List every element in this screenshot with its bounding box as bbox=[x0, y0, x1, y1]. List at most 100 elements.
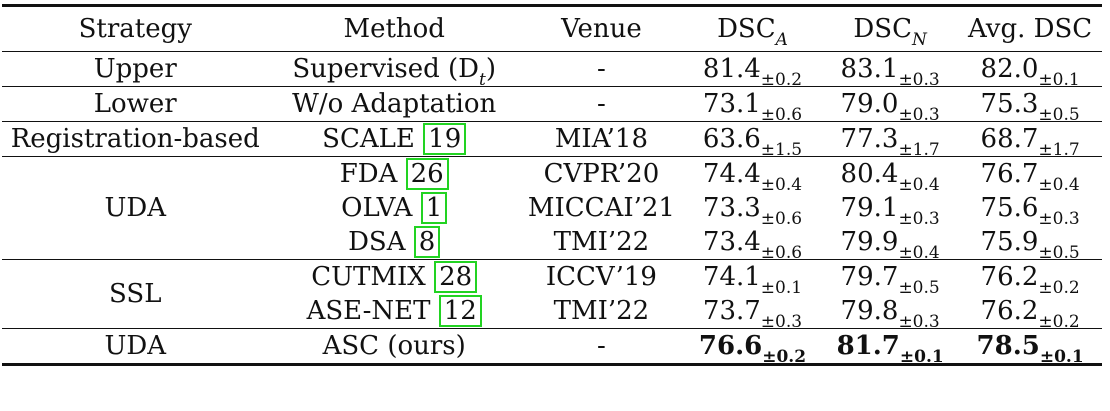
method-name: ASE-NET bbox=[306, 296, 439, 326]
method-sub: t bbox=[479, 70, 486, 90]
std: ±0.2 bbox=[762, 347, 807, 367]
std: ±0.5 bbox=[1038, 105, 1080, 125]
table-row: Upper Supervised (Dt) - 81.4±0.2 83.1±0.… bbox=[2, 51, 1102, 90]
avg-dsc-cell: 68.7±1.7 bbox=[958, 121, 1102, 160]
header-dsc-a-sub: A bbox=[775, 30, 788, 50]
venue-cell: TMI’22 bbox=[553, 227, 650, 257]
std: ±0.1 bbox=[760, 278, 803, 298]
value: 73.1 bbox=[702, 89, 761, 119]
std: ±0.4 bbox=[898, 175, 940, 195]
std: ±0.5 bbox=[1038, 243, 1080, 263]
venue-cell: - bbox=[519, 328, 683, 366]
std: ±0.3 bbox=[898, 105, 940, 125]
method-cell: SCALE 19 bbox=[268, 121, 520, 157]
citation-link[interactable]: 28 bbox=[434, 261, 478, 293]
std: ±1.5 bbox=[760, 140, 803, 160]
std: ±0.4 bbox=[898, 243, 940, 263]
std: ±0.6 bbox=[760, 105, 803, 125]
std: ±0.2 bbox=[1038, 278, 1080, 298]
strategy-cell: UDA bbox=[2, 156, 269, 260]
std: ±0.3 bbox=[1038, 209, 1080, 229]
table-row: UDA FDA 26 CVPR’20 74.4±0.4 80.4±0.4 76.… bbox=[2, 156, 1102, 260]
value: 76.2 bbox=[980, 296, 1039, 326]
venue-cell: ICCV’19 bbox=[519, 259, 683, 294]
dsc-a-cell: 73.7±0.3 bbox=[683, 294, 822, 332]
value: 78.5 bbox=[976, 331, 1040, 361]
table-row: Lower W/o Adaptation - 73.1±0.6 79.0±0.3… bbox=[2, 86, 1102, 125]
dsc-a-cell: 76.6±0.2 bbox=[682, 328, 823, 367]
table-row: DSA 8 TMI’22 73.4±0.6 79.9±0.4 75.9±0.5 bbox=[2, 225, 1102, 263]
std: ±0.1 bbox=[1039, 347, 1084, 367]
table-row: Registration-based SCALE 19 MIA’18 63.6±… bbox=[2, 121, 1102, 160]
std: ±1.7 bbox=[1038, 140, 1080, 160]
citation-link[interactable]: 1 bbox=[420, 192, 448, 224]
venue-cell: - bbox=[519, 86, 683, 122]
value: 76.7 bbox=[980, 159, 1039, 189]
dsc-n-cell: 83.1±0.3 bbox=[822, 51, 959, 90]
dsc-a-cell: 73.3±0.6 bbox=[683, 191, 822, 229]
std: ±0.1 bbox=[899, 347, 944, 367]
value: 75.3 bbox=[980, 89, 1039, 119]
citation-link[interactable]: 19 bbox=[423, 123, 467, 155]
dsc-n-cell: 79.8±0.3 bbox=[822, 294, 958, 332]
citation-link[interactable]: 26 bbox=[405, 158, 449, 190]
strategy-cell: Registration-based bbox=[2, 121, 269, 157]
value: 79.8 bbox=[840, 296, 899, 326]
value: 76.2 bbox=[980, 262, 1039, 292]
method-name: Supervised (D bbox=[292, 54, 480, 84]
avg-dsc-cell: 76.2±0.2 bbox=[958, 259, 1102, 298]
venue-cell: - bbox=[519, 51, 683, 87]
std: ±0.2 bbox=[760, 70, 803, 90]
method-cell: FDA 26 bbox=[268, 156, 520, 191]
results-table-container: Strategy Method Venue DSCA DSCN Avg. DSC… bbox=[2, 4, 1108, 367]
std: ±0.6 bbox=[760, 243, 803, 263]
std: ±0.6 bbox=[760, 209, 803, 229]
header-dsc-n-label: DSC bbox=[853, 14, 912, 44]
citation-link[interactable]: 12 bbox=[438, 295, 482, 327]
header-dsc-n-sub: N bbox=[911, 30, 927, 50]
dsc-n-cell: 80.4±0.4 bbox=[822, 156, 959, 195]
std: ±0.3 bbox=[760, 312, 803, 332]
avg-dsc-cell: 75.9±0.5 bbox=[958, 225, 1102, 263]
dsc-n-cell: 79.0±0.3 bbox=[822, 86, 959, 125]
value: 79.7 bbox=[840, 262, 899, 292]
results-table: Strategy Method Venue DSCA DSCN Avg. DSC… bbox=[2, 4, 1102, 367]
value: 73.7 bbox=[702, 296, 761, 326]
dsc-n-cell: 81.7±0.1 bbox=[822, 328, 959, 367]
header-dsc-n: DSCN bbox=[822, 4, 959, 52]
method-name: FDA bbox=[339, 159, 406, 189]
venue-cell: CVPR’20 bbox=[519, 156, 683, 191]
avg-dsc-cell: 76.2±0.2 bbox=[958, 294, 1102, 332]
venue-cell: MICCAI’21 bbox=[527, 193, 675, 223]
value: 79.9 bbox=[840, 227, 899, 257]
value: 75.6 bbox=[980, 193, 1039, 223]
citation-link[interactable]: 8 bbox=[413, 226, 441, 258]
value: 73.4 bbox=[702, 227, 761, 257]
avg-dsc-cell: 75.3±0.5 bbox=[958, 86, 1102, 125]
dsc-n-cell: 79.7±0.5 bbox=[822, 259, 959, 298]
avg-dsc-cell: 78.5±0.1 bbox=[958, 328, 1102, 367]
method-name: DSA bbox=[348, 227, 414, 257]
value: 81.7 bbox=[836, 331, 900, 361]
dsc-a-cell: 74.1±0.1 bbox=[682, 259, 823, 298]
value: 81.4 bbox=[702, 54, 761, 84]
method-cell: ASE-NET 12 bbox=[269, 294, 520, 329]
table-row: OLVA 1 MICCAI’21 73.3±0.6 79.1±0.3 75.6±… bbox=[2, 191, 1102, 229]
table-row: SSL CUTMIX 28 ICCV’19 74.1±0.1 79.7±0.5 … bbox=[2, 259, 1102, 329]
std: ±0.4 bbox=[760, 175, 803, 195]
std: ±0.5 bbox=[898, 278, 940, 298]
std: ±1.7 bbox=[898, 140, 940, 160]
header-dsc-a-label: DSC bbox=[717, 14, 776, 44]
dsc-n-cell: 77.3±1.7 bbox=[822, 121, 959, 160]
header-method: Method bbox=[268, 4, 520, 52]
header-row: Strategy Method Venue DSCA DSCN Avg. DSC bbox=[2, 4, 1102, 52]
header-venue: Venue bbox=[519, 4, 683, 52]
method-cell: DSA 8 bbox=[269, 225, 520, 260]
strategy-cell: Lower bbox=[2, 86, 269, 122]
method-cell: Supervised (Dt) bbox=[268, 51, 520, 90]
dsc-a-cell: 81.4±0.2 bbox=[682, 51, 823, 90]
avg-dsc-cell: 75.6±0.3 bbox=[958, 191, 1102, 229]
header-avg-dsc: Avg. DSC bbox=[958, 4, 1102, 52]
value: 79.0 bbox=[840, 89, 899, 119]
method-name: SCALE bbox=[322, 124, 424, 154]
